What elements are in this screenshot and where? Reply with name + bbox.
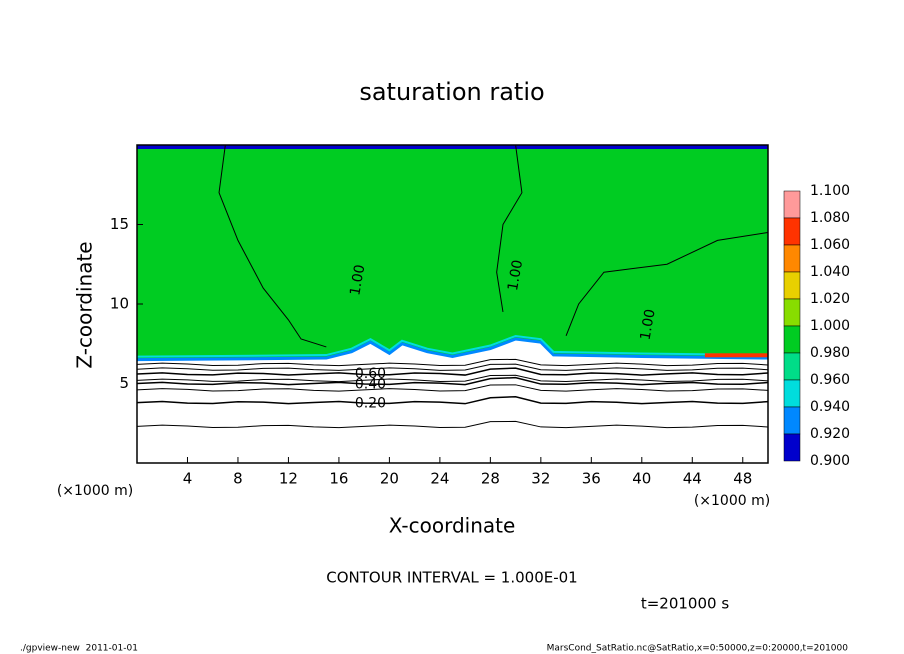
warm-patch xyxy=(704,353,768,358)
y-unit-label: (×1000 m) xyxy=(57,483,133,499)
x-tick-label: 4 xyxy=(183,470,193,488)
x-unit-label: (×1000 m) xyxy=(694,493,770,509)
colorbar-tick-label: 0.940 xyxy=(810,399,850,415)
top-boundary xyxy=(137,145,768,149)
colorbar-tick-label: 1.040 xyxy=(810,264,850,280)
colorbar-band xyxy=(783,244,801,273)
x-tick-label: 44 xyxy=(683,470,702,488)
contour-line xyxy=(136,376,769,386)
x-axis-label: X-coordinate xyxy=(389,514,516,538)
contour-line xyxy=(136,395,769,405)
contour-line xyxy=(136,363,769,371)
cloud-base-edge xyxy=(136,337,769,362)
contour-line xyxy=(136,420,769,429)
x-tick-label: 20 xyxy=(380,470,399,488)
contour-line xyxy=(565,231,769,336)
x-tick-label: 28 xyxy=(481,470,500,488)
colorbar-band xyxy=(783,325,801,354)
contour-interval: CONTOUR INTERVAL = 1.000E-01 xyxy=(326,569,577,587)
time-label: t=201000 s xyxy=(641,595,729,613)
y-axis-label: Z-coordinate xyxy=(73,241,97,368)
contour-line xyxy=(136,374,769,383)
colorbar-tick-label: 1.020 xyxy=(810,291,850,307)
colorbar-band xyxy=(783,190,801,219)
x-tick-label: 48 xyxy=(733,470,752,488)
colorbar-tick-label: 1.080 xyxy=(810,210,850,226)
contour-label: 0.20 xyxy=(355,395,386,411)
footer-right: MarsCond_SatRatio.nc@SatRatio,x=0:50000,… xyxy=(547,644,849,654)
y-tick-label: 5 xyxy=(119,374,129,392)
footer-left: ./gpview-new 2011-01-01 xyxy=(20,644,138,654)
chart-title: saturation ratio xyxy=(359,78,544,106)
contour-line xyxy=(496,144,523,313)
x-tick-label: 16 xyxy=(329,470,348,488)
colorbar-band xyxy=(783,271,801,300)
x-tick-label: 36 xyxy=(582,470,601,488)
colorbar-tick-label: 1.000 xyxy=(810,318,850,334)
y-tick-label: 10 xyxy=(110,295,129,313)
colorbar-tick-label: 1.100 xyxy=(810,183,850,199)
x-tick-label: 12 xyxy=(279,470,298,488)
x-tick-label: 40 xyxy=(632,470,651,488)
colorbar-band xyxy=(783,352,801,381)
colorbar-band xyxy=(783,406,801,435)
contour-line xyxy=(136,367,769,376)
colorbar-tick-label: 0.980 xyxy=(810,345,850,361)
colorbar-band xyxy=(783,298,801,327)
x-tick-label: 24 xyxy=(430,470,449,488)
colorbar-tick-label: 1.060 xyxy=(810,237,850,253)
colorbar-band xyxy=(783,217,801,246)
colorbar-tick-label: 0.920 xyxy=(810,426,850,442)
contour-label: 1.00 xyxy=(638,308,659,341)
cloud-base-edge xyxy=(136,334,769,358)
colorbar-band xyxy=(783,379,801,408)
contour-line xyxy=(218,144,327,348)
y-tick-label: 15 xyxy=(110,215,129,233)
contour-label: 1.00 xyxy=(505,259,526,292)
saturated-field xyxy=(137,145,768,360)
contour-line xyxy=(136,358,769,367)
colorbar-tick-label: 0.960 xyxy=(810,372,850,388)
contour-line xyxy=(136,384,769,392)
contour-label: 0.40 xyxy=(355,376,386,392)
contour-label: 1.00 xyxy=(347,263,368,296)
colorbar-band xyxy=(783,433,801,462)
x-tick-label: 8 xyxy=(233,470,243,488)
contour-label: 0.60 xyxy=(355,366,386,382)
x-tick-label: 32 xyxy=(531,470,550,488)
colorbar-tick-label: 0.900 xyxy=(810,453,850,469)
